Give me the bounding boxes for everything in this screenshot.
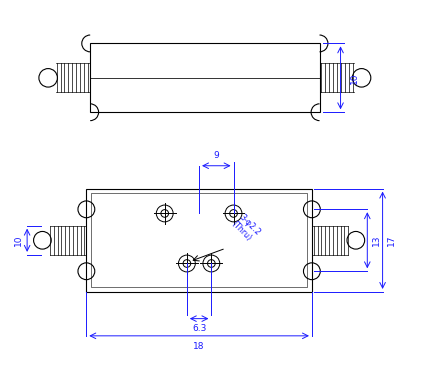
Bar xyxy=(91,193,307,287)
Text: 13: 13 xyxy=(372,234,381,246)
Bar xyxy=(86,189,312,292)
Text: 9: 9 xyxy=(213,151,219,160)
Text: 18: 18 xyxy=(193,342,205,351)
Text: 10: 10 xyxy=(350,72,359,84)
Text: 6.3: 6.3 xyxy=(192,325,206,333)
Bar xyxy=(90,44,320,112)
Text: 3-φ2.2
(Thru): 3-φ2.2 (Thru) xyxy=(230,213,262,244)
Text: 10: 10 xyxy=(14,234,23,246)
Text: 17: 17 xyxy=(387,234,396,246)
